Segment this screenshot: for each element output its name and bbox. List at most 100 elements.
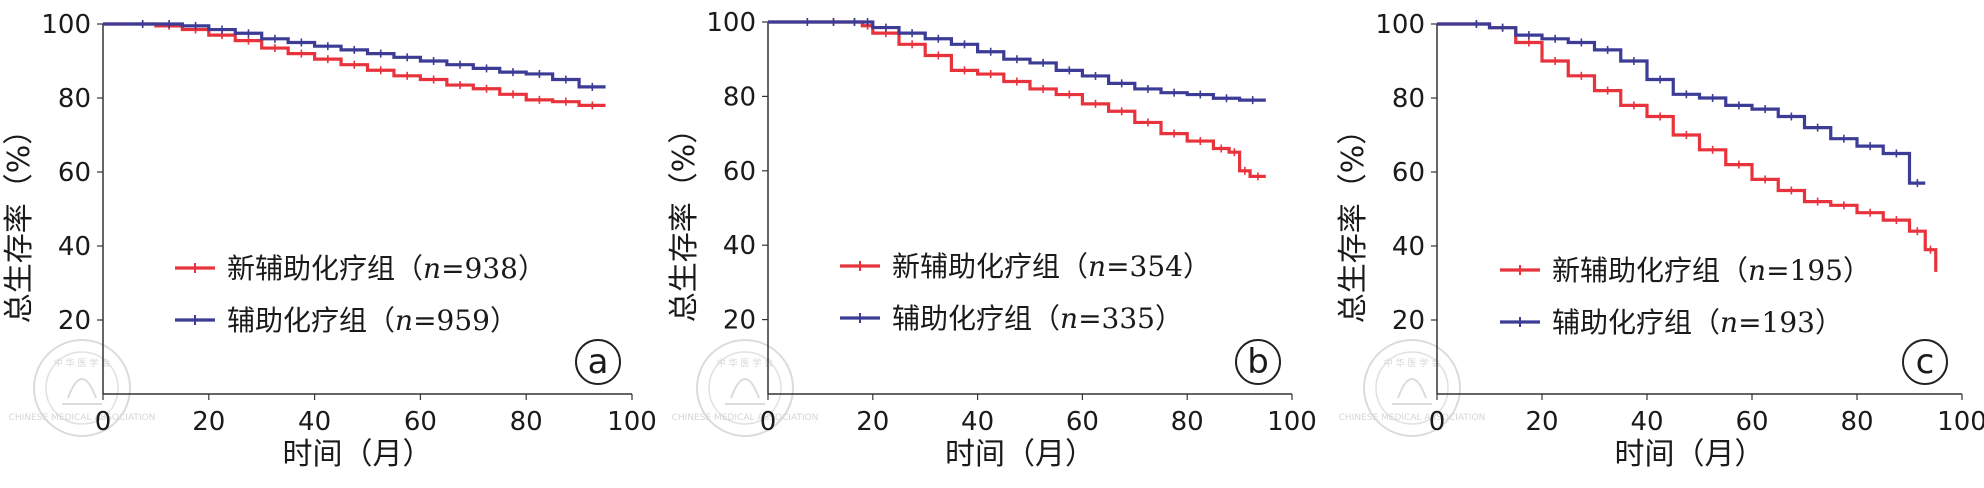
x-axis-title: 时间（月） bbox=[945, 437, 1095, 472]
seal-top-text: 中 华 医 学 会 bbox=[1384, 357, 1440, 369]
y-tick-label: 60 bbox=[1392, 158, 1425, 188]
x-tick-label: 40 bbox=[961, 407, 994, 437]
seal-outer-ring bbox=[1363, 339, 1461, 437]
legend-item-1: 新辅助化疗组（n=938） bbox=[175, 252, 546, 285]
legend-group-name: 新辅助化疗组（ bbox=[1552, 254, 1748, 287]
y-tick-label: 100 bbox=[706, 8, 756, 38]
legend-n-value: =938 bbox=[441, 252, 518, 285]
legend-item-2: 辅助化疗组（n=959） bbox=[175, 304, 518, 337]
legend-label: 辅助化疗组（n=959） bbox=[227, 304, 518, 337]
seal-inner-ring bbox=[45, 351, 119, 425]
x-tick-label: 100 bbox=[607, 407, 657, 437]
x-tick-label: 20 bbox=[856, 407, 889, 437]
series-line-2 bbox=[768, 20, 1266, 102]
y-tick-label: 20 bbox=[723, 306, 756, 336]
x-tick-label: 80 bbox=[510, 407, 543, 437]
seal-bottom-text: CHINESE MEDICAL ASSOCIATION bbox=[9, 413, 156, 423]
x-tick-label: 20 bbox=[192, 407, 225, 437]
legend-n-symbol: n bbox=[1720, 306, 1738, 339]
series-line-2 bbox=[1437, 22, 1926, 185]
x-tick-label: 0 bbox=[1429, 407, 1446, 437]
panel-letter: c bbox=[1916, 342, 1935, 382]
legend-group-name: 辅助化疗组（ bbox=[892, 302, 1060, 335]
watermark-seal: 中 华 医 学 会 CHINESE MEDICAL ASSOCIATION bbox=[1339, 339, 1486, 437]
x-tick-label: 40 bbox=[298, 407, 331, 437]
y-axis-title: 总生存率（%） bbox=[2, 115, 37, 324]
panel-letter-circle bbox=[1235, 339, 1281, 385]
seal-emblem bbox=[725, 378, 765, 405]
x-tick-label: 80 bbox=[1171, 407, 1204, 437]
legend-close-paren: ） bbox=[1815, 306, 1843, 339]
x-tick-label: 0 bbox=[95, 407, 112, 437]
legend-group-name: 新辅助化疗组（ bbox=[892, 250, 1088, 283]
legend-item-2: 辅助化疗组（n=193） bbox=[1500, 306, 1843, 339]
y-tick-label: 60 bbox=[58, 158, 91, 188]
seal-emblem bbox=[1392, 378, 1432, 405]
legend-n-symbol: n bbox=[423, 252, 441, 285]
legend-close-paren: ） bbox=[1183, 250, 1211, 283]
legend-group-name: 辅助化疗组（ bbox=[1552, 306, 1720, 339]
legend-n-value: =335 bbox=[1078, 302, 1155, 335]
x-axis-title: 时间（月） bbox=[1615, 437, 1765, 472]
x-tick-label: 0 bbox=[760, 407, 777, 437]
y-tick-label: 100 bbox=[41, 10, 91, 40]
panel-letter-circle bbox=[1902, 339, 1948, 385]
legend-label: 辅助化疗组（n=335） bbox=[892, 302, 1183, 335]
y-tick-label: 40 bbox=[723, 231, 756, 261]
legend-n-value: =195 bbox=[1766, 254, 1843, 287]
x-tick-label: 60 bbox=[1735, 407, 1768, 437]
legend-label: 辅助化疗组（n=193） bbox=[1552, 306, 1843, 339]
x-axis-title: 时间（月） bbox=[283, 437, 433, 472]
legend-close-paren: ） bbox=[518, 252, 546, 285]
y-tick-label: 20 bbox=[1392, 306, 1425, 336]
series-line-1 bbox=[1437, 22, 1938, 272]
watermark-seal: 中 华 医 学 会 CHINESE MEDICAL ASSOCIATION bbox=[9, 339, 156, 437]
x-tick-label: 60 bbox=[1066, 407, 1099, 437]
y-tick-label: 40 bbox=[1392, 232, 1425, 262]
x-tick-label: 80 bbox=[1840, 407, 1873, 437]
x-tick-label: 40 bbox=[1630, 407, 1663, 437]
series-line-2 bbox=[103, 22, 606, 89]
legend-group-name: 新辅助化疗组（ bbox=[227, 252, 423, 285]
y-axis-title: 总生存率（%） bbox=[1336, 115, 1371, 324]
y-axis-title: 总生存率（%） bbox=[667, 114, 702, 323]
seal-outer-ring bbox=[33, 339, 131, 437]
y-tick-label: 20 bbox=[58, 306, 91, 336]
legend-item-1: 新辅助化疗组（n=195） bbox=[1500, 254, 1871, 287]
seal-emblem bbox=[62, 378, 102, 405]
panel-letter: a bbox=[588, 342, 609, 382]
seal-top-text: 中 华 医 学 会 bbox=[54, 357, 110, 369]
x-tick-label: 100 bbox=[1937, 407, 1984, 437]
panel-letter-circle bbox=[575, 339, 621, 385]
watermark-seal: 中 华 医 学 会 CHINESE MEDICAL ASSOCIATION bbox=[672, 339, 818, 437]
legend-close-paren: ） bbox=[1155, 302, 1183, 335]
seal-outer-ring bbox=[696, 339, 794, 437]
panel-letter: b bbox=[1247, 342, 1269, 382]
legend-n-symbol: n bbox=[1088, 250, 1106, 283]
y-tick-label: 60 bbox=[723, 157, 756, 187]
legend-n-symbol: n bbox=[1060, 302, 1078, 335]
legend-item-1: 新辅助化疗组（n=354） bbox=[840, 250, 1211, 283]
legend-n-value: =354 bbox=[1106, 250, 1183, 283]
y-tick-label: 80 bbox=[723, 82, 756, 112]
legend-group-name: 辅助化疗组（ bbox=[227, 304, 395, 337]
legend-item-2: 辅助化疗组（n=335） bbox=[840, 302, 1183, 335]
y-tick-label: 80 bbox=[58, 84, 91, 114]
seal-bottom-text: CHINESE MEDICAL ASSOCIATION bbox=[1339, 413, 1486, 423]
seal-top-text: 中 华 医 学 会 bbox=[717, 357, 773, 369]
seal-inner-ring bbox=[708, 351, 782, 425]
legend-n-symbol: n bbox=[395, 304, 413, 337]
legend-n-symbol: n bbox=[1748, 254, 1766, 287]
x-tick-label: 60 bbox=[404, 407, 437, 437]
x-tick-label: 100 bbox=[1267, 407, 1317, 437]
legend-close-paren: ） bbox=[1843, 254, 1871, 287]
legend-n-value: =193 bbox=[1738, 306, 1815, 339]
y-tick-label: 40 bbox=[58, 232, 91, 262]
legend-label: 新辅助化疗组（n=195） bbox=[1552, 254, 1871, 287]
series-line-1 bbox=[768, 20, 1266, 178]
legend-n-value: =959 bbox=[413, 304, 490, 337]
